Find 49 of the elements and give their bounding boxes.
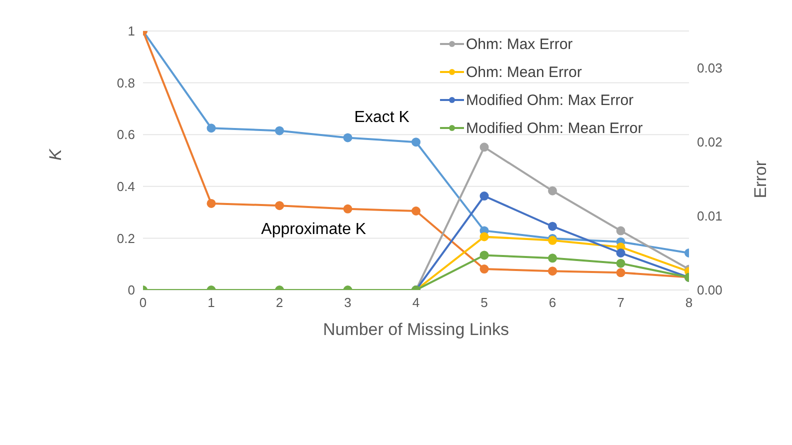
y-tick-label: 1: [128, 24, 135, 39]
point: [480, 192, 489, 201]
x-tick-label: 3: [344, 295, 352, 310]
point: [343, 133, 352, 142]
x-tick-label: 7: [617, 295, 624, 310]
point: [275, 201, 284, 210]
y2-axis-title: Error: [751, 160, 770, 198]
x-tick-label: 0: [139, 295, 147, 310]
point: [343, 204, 352, 214]
x-tick-label: 1: [208, 295, 215, 310]
y-tick-label: 0.2: [116, 230, 135, 246]
y2-tick-label: 0.03: [697, 60, 722, 76]
x-tick-label: 2: [276, 295, 284, 310]
annotation: Approximate K: [261, 221, 366, 238]
x-axis-title: Number of Missing Links: [322, 320, 510, 339]
point: [616, 258, 626, 268]
point: [616, 248, 626, 258]
point: [480, 250, 489, 260]
x-tick-label: 8: [685, 295, 693, 310]
legend-label: Modified Ohm: Mean Error: [466, 120, 643, 136]
x-tick-label: 6: [548, 295, 556, 310]
y-tick-label: 0.6: [116, 127, 135, 142]
point: [206, 124, 216, 133]
x-tick-label: 5: [480, 295, 488, 310]
y2-tick-label: 0.02: [697, 134, 722, 150]
y-tick-label: 0.8: [116, 75, 135, 90]
y-tick-label: 0.4: [116, 179, 135, 194]
point: [206, 198, 216, 208]
point: [480, 142, 489, 152]
point: [412, 206, 420, 216]
point: [616, 268, 626, 278]
point: [548, 266, 557, 276]
legend-label: Ohm: Mean Error: [466, 64, 582, 80]
y-axis-title: K: [46, 148, 66, 160]
annotation: Exact K: [354, 109, 410, 126]
point: [275, 126, 284, 136]
point: [480, 264, 489, 274]
legend-label: Ohm: Max Error: [466, 36, 573, 52]
legend-label: Modified Ohm: Max Error: [466, 92, 634, 108]
x-tick-label: 4: [412, 295, 420, 310]
point: [548, 222, 557, 231]
point: [616, 226, 626, 236]
y2-tick-label: 0.01: [697, 208, 722, 224]
point: [548, 186, 557, 196]
y-tick-label: 0: [128, 282, 135, 298]
point: [548, 254, 557, 263]
point: [480, 232, 489, 242]
point: [412, 138, 420, 147]
y2-tick-label: 0.00: [697, 282, 722, 298]
